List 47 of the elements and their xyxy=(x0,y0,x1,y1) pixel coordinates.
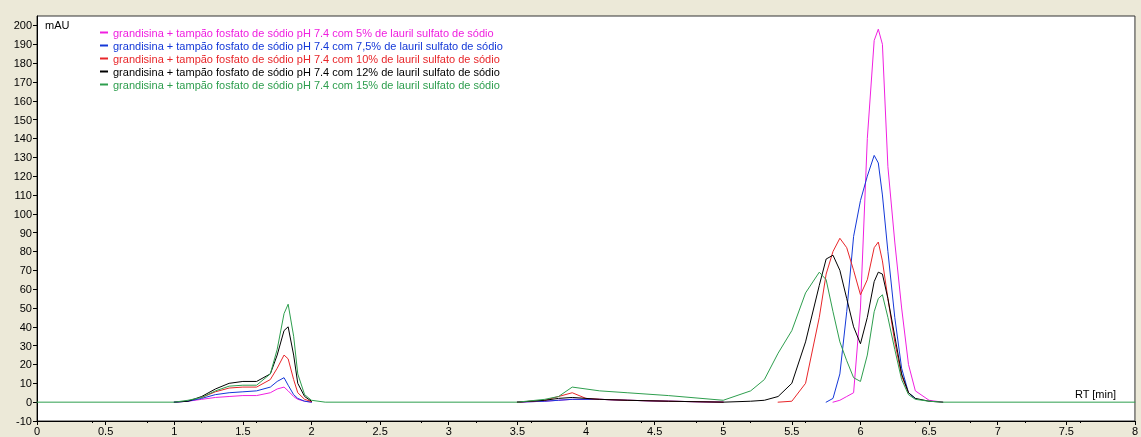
x-tick-label: 3 xyxy=(445,424,452,437)
x-tick-label: 5.5 xyxy=(784,424,800,437)
x-tick-label: 4 xyxy=(582,424,590,437)
x-tick-label: 2 xyxy=(308,424,315,437)
legend-label: grandisina + tampão fosfato de sódio pH 7.4 com 5% de lauril sulfato de sódio xyxy=(113,26,494,39)
y-tick-label: 50 xyxy=(19,301,32,314)
y-tick-label: 70 xyxy=(19,264,32,277)
y-tick-label: 40 xyxy=(19,320,32,333)
x-tick-label: 6.5 xyxy=(921,424,937,437)
y-tick-label: 30 xyxy=(19,339,32,352)
y-tick-label: 10 xyxy=(19,377,32,390)
x-tick-label: 7 xyxy=(994,424,1001,437)
y-tick-label: 170 xyxy=(13,75,32,88)
y-tick-label: 120 xyxy=(13,170,32,183)
x-tick-label: 0.5 xyxy=(97,424,114,437)
y-tick-label: 80 xyxy=(19,245,32,258)
legend-label: grandisina + tampão fosfato de sódio pH 7.4 com 7,5% de lauril sulfato de sódio xyxy=(113,39,503,52)
y-tick-label: 130 xyxy=(13,151,32,164)
x-tick-label: 7.5 xyxy=(1058,424,1074,437)
x-tick-label: 2.5 xyxy=(372,424,388,437)
x-tick-label: 1.5 xyxy=(235,424,251,437)
x-tick-label: 1 xyxy=(171,424,178,437)
y-tick-label: -10 xyxy=(16,415,32,427)
legend-label: grandisina + tampão fosfato de sódio pH 7.4 com 10% de lauril sulfato de sódio xyxy=(113,52,500,65)
y-tick-label: 60 xyxy=(19,283,32,296)
y-tick-label: 100 xyxy=(13,207,32,220)
x-tick-label: 5 xyxy=(720,424,727,437)
y-tick-label: 190 xyxy=(13,38,32,51)
legend-label: grandisina + tampão fosfato de sódio pH 7.4 com 15% de lauril sulfato de sódio xyxy=(113,78,500,91)
x-tick-label: 8 xyxy=(1131,424,1138,437)
x-axis-title: RT [min] xyxy=(1074,387,1117,400)
y-tick-label: 160 xyxy=(13,94,32,107)
x-tick-label: 3.5 xyxy=(509,424,525,437)
y-tick-label: 0 xyxy=(25,396,32,409)
y-axis-title: mAU xyxy=(45,18,70,31)
y-tick-label: 110 xyxy=(14,188,32,201)
x-tick-label: 4.5 xyxy=(646,424,663,437)
legend-label: grandisina + tampão fosfato de sódio pH 7.4 com 12% de lauril sulfato de sódio xyxy=(113,65,500,78)
y-tick-label: 200 xyxy=(13,19,32,32)
y-tick-label: 140 xyxy=(13,132,32,145)
x-tick-label: 0 xyxy=(33,424,41,437)
y-tick-label: 150 xyxy=(13,113,32,126)
line-series xyxy=(36,271,1136,403)
y-tick-label: 180 xyxy=(13,57,32,70)
x-tick-label: 6 xyxy=(857,424,864,437)
y-tick-label: 90 xyxy=(19,226,32,239)
y-tick-label: 20 xyxy=(19,358,32,371)
